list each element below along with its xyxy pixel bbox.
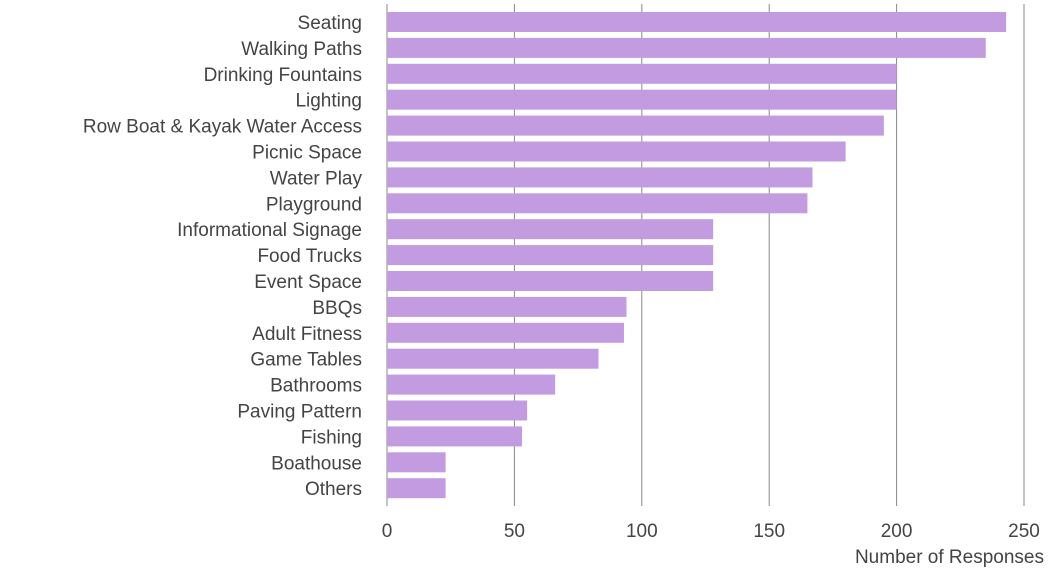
category-label: Lighting bbox=[295, 91, 362, 112]
category-label: Food Trucks bbox=[257, 246, 362, 267]
bar-event-space bbox=[387, 271, 714, 291]
x-tick-label: 0 bbox=[382, 521, 393, 542]
x-tick-label: 250 bbox=[1008, 521, 1040, 542]
bar-food-trucks bbox=[387, 245, 714, 266]
bar-others bbox=[387, 478, 446, 499]
category-label: Bathrooms bbox=[270, 376, 362, 397]
category-label: Water Play bbox=[270, 168, 363, 189]
category-label: Boathouse bbox=[271, 453, 362, 474]
bar-row-boat-kayak-water-access bbox=[387, 115, 884, 136]
bar-drinking-fountains bbox=[387, 63, 897, 84]
category-label: Game Tables bbox=[250, 350, 362, 371]
category-label: Walking Paths bbox=[241, 39, 362, 60]
bar-layer bbox=[387, 12, 1007, 499]
category-label: Informational Signage bbox=[177, 220, 362, 241]
x-tick-label: 200 bbox=[881, 521, 913, 542]
category-label: Playground bbox=[266, 194, 362, 215]
bar-game-tables bbox=[387, 348, 599, 369]
bar-water-play bbox=[387, 167, 813, 188]
bar-adult-fitness bbox=[387, 322, 624, 343]
bar-paving-pattern bbox=[387, 400, 528, 421]
category-label: Event Space bbox=[254, 272, 362, 293]
x-tick-label: 150 bbox=[753, 521, 785, 542]
category-label: Drinking Fountains bbox=[204, 65, 362, 86]
category-label: Adult Fitness bbox=[252, 324, 362, 345]
bar-seating bbox=[387, 12, 1007, 32]
x-tick-label: 50 bbox=[504, 521, 525, 542]
category-label: BBQs bbox=[312, 298, 362, 319]
x-tick-label: 100 bbox=[626, 521, 658, 542]
category-label: Row Boat & Kayak Water Access bbox=[83, 117, 362, 138]
bar-lighting bbox=[387, 89, 897, 110]
category-label-layer: Seating Walking Paths Drinking Fountains Li… bbox=[83, 13, 363, 500]
bar-bbqs bbox=[387, 296, 627, 317]
x-axis-title: Number of Responses bbox=[855, 547, 1044, 568]
category-label: Fishing bbox=[301, 427, 362, 448]
category-label: Paving Pattern bbox=[237, 402, 362, 423]
category-label: Picnic Space bbox=[252, 143, 362, 164]
bar-walking-paths bbox=[387, 37, 986, 58]
bar-informational-signage bbox=[387, 219, 714, 240]
bar-picnic-space bbox=[387, 141, 846, 162]
bar-bathrooms bbox=[387, 374, 556, 395]
tick-label-layer: 0 50 100 150 200 250 bbox=[382, 521, 1040, 542]
category-label: Others bbox=[305, 479, 362, 500]
bar-fishing bbox=[387, 426, 523, 447]
category-label: Seating bbox=[298, 13, 362, 34]
bar-playground bbox=[387, 193, 808, 214]
bar-boathouse bbox=[387, 452, 446, 473]
